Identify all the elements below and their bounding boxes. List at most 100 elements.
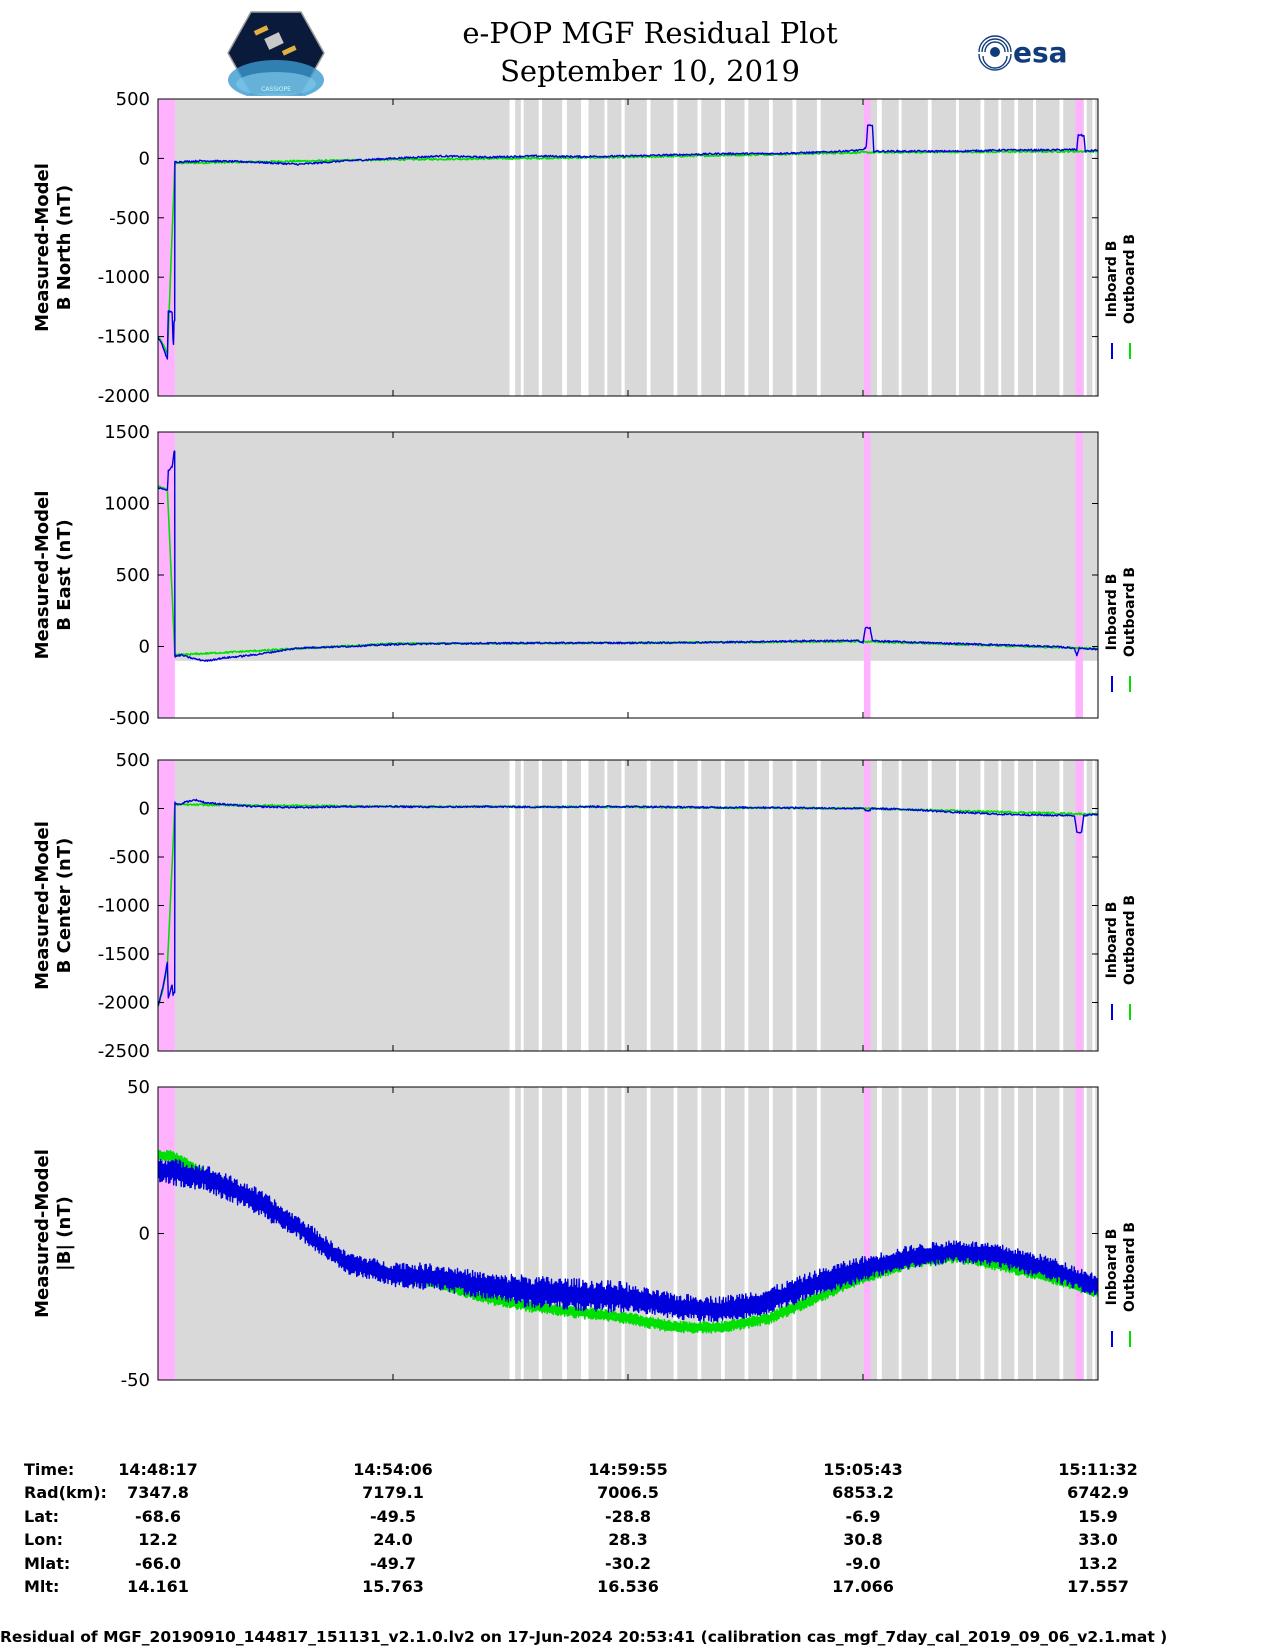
gray-gap-13 — [792, 1087, 797, 1380]
chart-panel-2: -500 0 500 1000 1500 Measured-ModelB East (nT… — [32, 422, 1138, 729]
legend-inboard-label: Inboard B — [1104, 574, 1120, 651]
inboard-series-line — [158, 124, 1098, 360]
info-cell: 24.0 — [373, 1530, 413, 1550]
info-cell: 6853.2 — [832, 1483, 894, 1503]
info-cell: 6742.9 — [1067, 1483, 1129, 1503]
y-axis-label-line2: B North (nT) — [54, 185, 75, 311]
info-row: Lon: 12.2 24.0 28.3 30.8 33.0 — [0, 1530, 1275, 1554]
gray-gap-9 — [697, 760, 702, 1051]
info-cell: 7179.1 — [362, 1483, 424, 1503]
chart-panel-3: -2500 -2000 -1500 -1000 -500 0 500 Measured-Mod… — [32, 750, 1138, 1062]
legend-inboard-label: Inboard B — [1104, 1229, 1120, 1306]
gray-gap-22 — [1033, 760, 1036, 1051]
y-axis-label-line1: Measured-Model — [32, 491, 53, 660]
pink-region-2 — [1075, 432, 1083, 718]
pink-region-2 — [1075, 760, 1083, 1051]
gray-gap-10 — [721, 760, 725, 1051]
plot-title: e-POP MGF Residual Plot — [462, 16, 838, 50]
gray-gap-22 — [1033, 1087, 1036, 1380]
y-tick-label: 0 — [139, 1224, 150, 1245]
gray-gap-24 — [1083, 99, 1087, 396]
y-tick-label: 500 — [116, 750, 150, 771]
y-tick-label: 0 — [139, 637, 150, 658]
gray-gap-17 — [927, 99, 932, 396]
gray-gap-5 — [604, 99, 608, 396]
gray-gap-11 — [744, 760, 749, 1051]
gray-gap-14 — [816, 760, 821, 1051]
info-cell: 14:48:17 — [118, 1460, 198, 1479]
gray-gap-12 — [769, 760, 773, 1051]
info-cell: 14:59:55 — [588, 1460, 668, 1479]
info-row-label: Lon: — [24, 1530, 63, 1550]
gray-gap-4 — [581, 1087, 589, 1380]
gray-gap-20 — [998, 99, 1002, 396]
chart-panel-4: -50 0 50 Measured-Model|B| (nT) Inboard B Out… — [32, 1077, 1138, 1391]
gray-gap-20 — [998, 760, 1002, 1051]
y-axis-label-line1: Measured-Model — [32, 821, 53, 990]
gray-gap-0 — [509, 760, 516, 1051]
legend-outboard-label: Outboard B — [1122, 234, 1138, 324]
y-tick-label: -1500 — [98, 944, 150, 965]
gray-gap-3 — [562, 760, 567, 1051]
info-cell: 28.3 — [608, 1530, 648, 1550]
gray-gap-8 — [673, 99, 678, 396]
gray-gap-2 — [538, 760, 542, 1051]
info-row: Lat: -68.6 -49.5 -28.8 -6.9 15.9 — [0, 1507, 1275, 1531]
gray-gap-9 — [697, 1087, 702, 1380]
gray-gap-11 — [744, 1087, 749, 1380]
info-cell: -28.8 — [604, 1506, 652, 1526]
gray-gap-24 — [1083, 760, 1087, 1051]
gray-gap-18 — [956, 1087, 959, 1380]
gray-gap-6 — [621, 760, 625, 1051]
info-cell: -30.2 — [604, 1553, 652, 1573]
gray-gap-8 — [673, 760, 678, 1051]
info-cell: -68.6 — [134, 1506, 182, 1526]
y-tick-label: -1500 — [98, 327, 150, 348]
gray-gap-18 — [956, 99, 959, 396]
gray-gap-12 — [769, 1087, 773, 1380]
gray-gap-23 — [1059, 760, 1064, 1051]
info-cell: 14.161 — [127, 1577, 189, 1596]
gray-gap-13 — [792, 99, 797, 396]
y-axis-label-line2: B Center (nT) — [54, 838, 75, 974]
gray-gap-15 — [877, 1087, 882, 1380]
gray-shade-band — [174, 760, 1098, 1051]
gray-gap-11 — [744, 99, 749, 396]
gray-gap-16 — [898, 99, 902, 396]
info-row: Mlat: -66.0 -49.7 -30.2 -9.0 13.2 — [0, 1554, 1275, 1578]
gray-gap-9 — [697, 99, 702, 396]
panel-plot-area — [158, 99, 1098, 396]
svg-text:CASSIOPE: CASSIOPE — [261, 86, 291, 93]
y-tick-label: 1000 — [104, 494, 150, 515]
gray-gap-23 — [1059, 99, 1064, 396]
panel-plot-area — [158, 432, 1098, 718]
gray-gap-3 — [562, 99, 567, 396]
info-cell: 33.0 — [1078, 1530, 1118, 1550]
gray-gap-25 — [1092, 99, 1096, 396]
info-row-label: Rad(km): — [24, 1483, 107, 1503]
info-row-label: Lat: — [24, 1506, 60, 1526]
y-tick-label: -500 — [109, 847, 150, 868]
legend-outboard-label: Outboard B — [1122, 1222, 1138, 1312]
y-tick-label: -500 — [109, 208, 150, 229]
y-tick-label: 0 — [139, 148, 150, 169]
gray-shade-band — [174, 99, 1098, 396]
panel-plot-area — [158, 1087, 1098, 1380]
y-axis-label: Measured-ModelB Center (nT) — [32, 821, 75, 990]
inboard-series-line — [158, 450, 1098, 662]
gray-gap-7 — [646, 1087, 651, 1380]
y-tick-label: 500 — [116, 565, 150, 586]
info-cell: 15.763 — [362, 1577, 424, 1596]
legend-inboard-label: Inboard B — [1104, 902, 1120, 979]
gray-gap-6 — [621, 99, 625, 396]
info-cell: -66.0 — [134, 1553, 182, 1573]
info-row-label: Mlt: — [24, 1577, 60, 1596]
y-tick-label: -50 — [121, 1370, 150, 1391]
y-axis-label: Measured-Model|B| (nT) — [32, 1149, 75, 1318]
info-row: Rad(km): 7347.8 7179.1 7006.5 6853.2 6742.9 — [0, 1483, 1275, 1507]
gray-gap-5 — [604, 1087, 608, 1380]
info-row-label: Mlat: — [24, 1553, 71, 1573]
gray-gap-7 — [646, 99, 651, 396]
y-tick-label: -2000 — [98, 993, 150, 1014]
gray-gap-8 — [673, 1087, 678, 1380]
